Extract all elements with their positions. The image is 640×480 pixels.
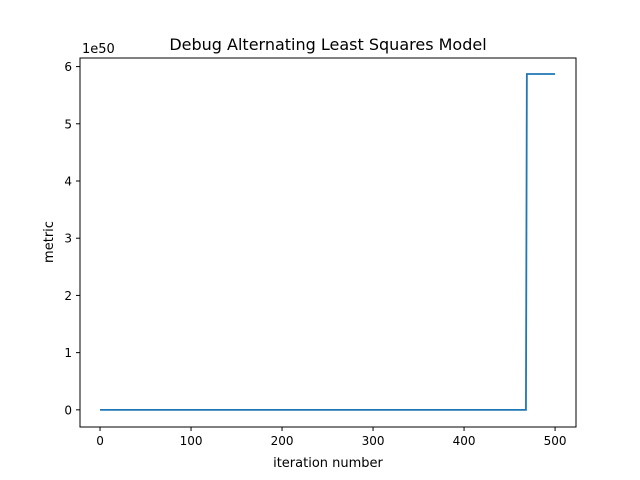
y-offset-label: 1e50 (82, 42, 115, 57)
y-axis-label: metric (42, 221, 57, 263)
x-axis-label: iteration number (273, 456, 383, 471)
chart-title: Debug Alternating Least Squares Model (169, 35, 486, 54)
y-tick-label: 5 (64, 117, 72, 131)
y-tick-label: 0 (64, 403, 72, 417)
x-tick-label: 500 (544, 434, 567, 448)
x-tick-label: 400 (453, 434, 476, 448)
y-tick-label: 6 (64, 60, 72, 74)
series-line-1 (100, 73, 556, 411)
x-axis-ticks: 0 100 200 300 400 500 (96, 427, 567, 448)
x-tick-label: 100 (180, 434, 203, 448)
x-tick-label: 0 (96, 434, 104, 448)
y-tick-label: 4 (64, 175, 72, 189)
plot-area (79, 57, 577, 428)
x-tick-label: 300 (362, 434, 385, 448)
y-tick-label: 1 (64, 346, 72, 360)
y-tick-label: 2 (64, 289, 72, 303)
plot-frame (79, 57, 577, 428)
x-tick-label: 200 (271, 434, 294, 448)
y-axis-ticks: 0 1 2 3 4 5 6 (64, 60, 80, 417)
y-tick-label: 3 (64, 232, 72, 246)
